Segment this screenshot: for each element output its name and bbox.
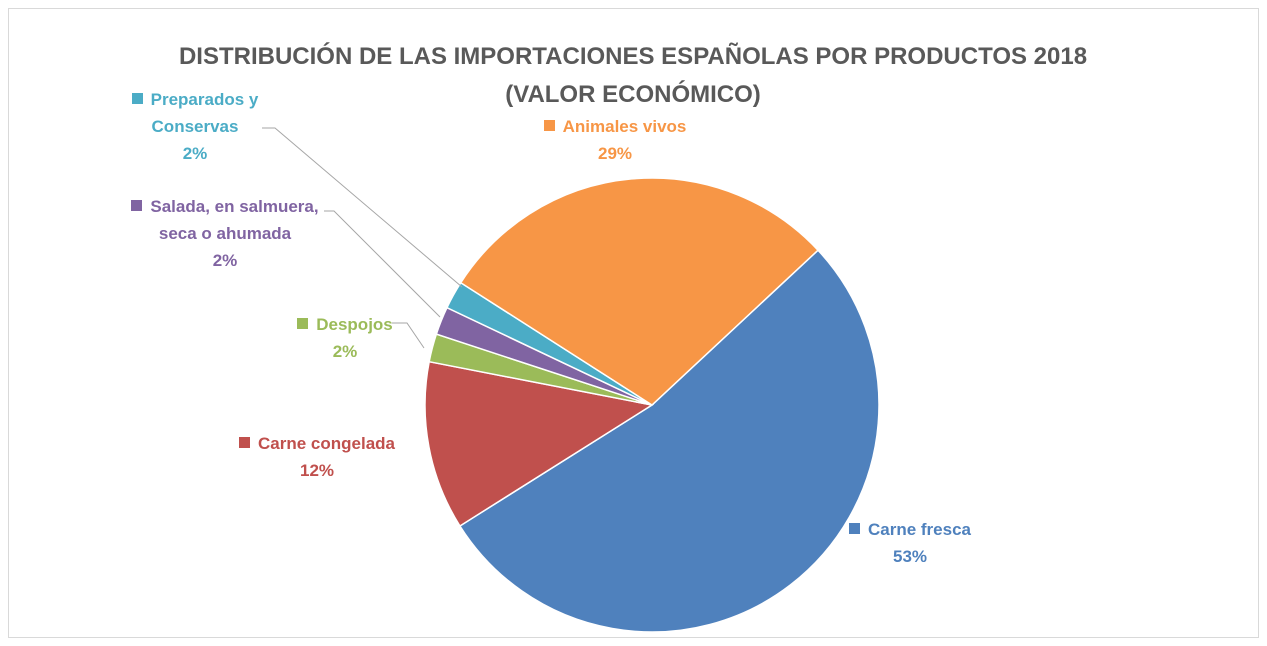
data-label: Salada, en salmuera, seca o ahumada 2%	[115, 193, 335, 274]
category-label: Carne fresca	[867, 520, 971, 539]
legend-marker	[543, 120, 555, 131]
value-label: 29%	[597, 144, 633, 163]
data-label: Carne fresca 53%	[825, 516, 995, 570]
category-label: Preparados y Conservas	[150, 90, 259, 136]
data-label: Animales vivos 29%	[515, 113, 715, 167]
chart-border	[8, 8, 1259, 638]
pie-slice	[424, 360, 655, 527]
category-label: Animales vivos	[562, 117, 687, 136]
legend-marker	[297, 318, 309, 329]
category-label: Carne congelada	[258, 434, 395, 453]
pie-slice	[458, 249, 880, 633]
data-label: Despojos 2%	[275, 311, 415, 365]
legend-marker	[848, 523, 860, 534]
legend-marker	[131, 200, 143, 211]
value-label: 2%	[212, 251, 238, 270]
pie-slice	[459, 177, 820, 406]
value-label: 2%	[332, 342, 358, 361]
value-label: 2%	[182, 144, 208, 163]
leader-line	[324, 210, 441, 318]
chart-title: DISTRIBUCIÓN DE LAS IMPORTACIONES ESPAÑO…	[178, 43, 1088, 108]
data-label: Preparados y Conservas 2%	[115, 86, 275, 167]
category-label: Salada, en salmuera, seca o ahumada	[150, 197, 319, 243]
data-label: Carne congelada 12%	[217, 430, 417, 484]
leader-line	[392, 322, 425, 349]
value-label: 12%	[299, 461, 335, 480]
leader-line	[262, 127, 463, 288]
value-label: 53%	[892, 547, 928, 566]
legend-marker	[239, 437, 250, 448]
legend-marker	[131, 93, 143, 104]
category-label: Despojos	[316, 315, 393, 334]
